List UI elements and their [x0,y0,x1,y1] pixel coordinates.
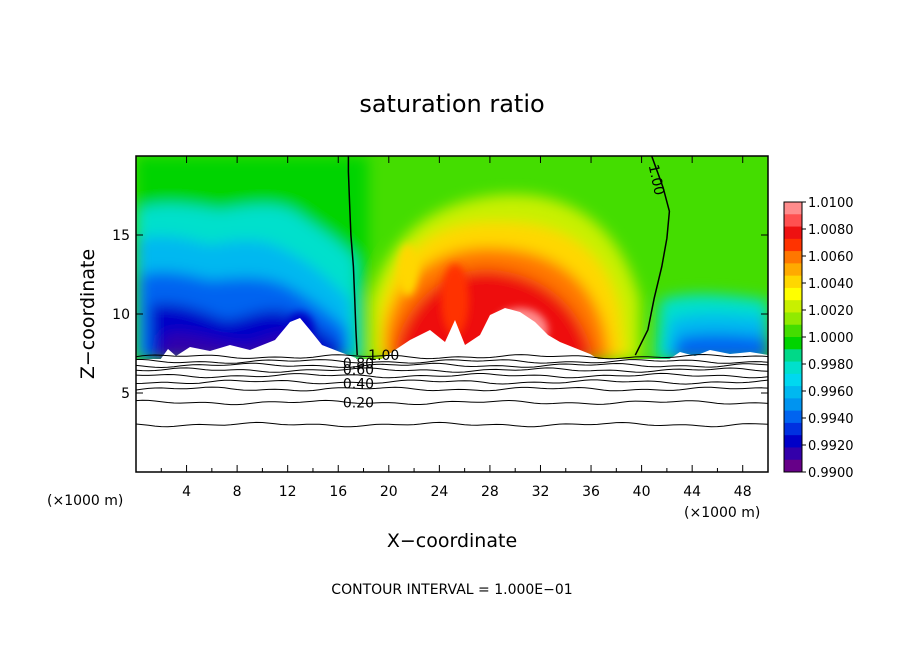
x-tick-label: 28 [481,484,499,500]
x-tick-label: 4 [182,484,191,500]
saturation-contour-1-00 [634,156,671,356]
colorbar-tick-label: 0.9940 [808,412,854,427]
colorbar-band [784,410,802,424]
contour-interval-note: CONTOUR INTERVAL = 1.000E−01 [331,582,572,598]
y-tick-label: 10 [112,307,130,323]
colorbar-band [784,349,802,363]
x-tick-label: 24 [430,484,448,500]
colorbar: 1.0100 1.0080 1.0060 1.0040 1.0020 1.0000 0.99… [783,196,854,481]
contour-line [136,386,768,392]
contour-line [136,367,768,373]
contour-label: 1.00 [368,348,399,364]
colorbar-band [784,386,802,399]
colorbar-tick-label: 0.9960 [808,385,854,400]
colorbar-band [784,337,802,350]
colorbar-band [784,251,802,264]
colorbar-tick-label: 1.0060 [808,250,854,265]
colorbar-band [784,312,802,326]
contour-label: 0.80 [343,356,374,372]
contour-line [136,362,768,369]
x-tick-label: 48 [734,484,752,500]
contour-line [136,372,768,379]
contour-label: 1.00 [645,163,667,197]
contour-line [136,399,768,406]
colorbar-tick-label: 1.0040 [808,277,854,292]
colorbar-tick-label: 1.0100 [808,196,854,211]
colorbar-tick-label: 0.9920 [808,439,854,454]
y-axis-label: Z−coordinate [77,249,99,379]
x-tick-label: 16 [329,484,347,500]
contour-line [136,379,768,385]
colorbar-band [784,422,802,436]
colorbar-tick-label: 1.0000 [808,331,854,346]
colorbar-band [784,459,802,473]
chart-title: saturation ratio [359,90,544,118]
colorbar-band [784,300,802,313]
x-tick-label: 20 [380,484,398,500]
x-axis-label: X−coordinate [387,530,517,552]
colorbar-band [784,373,802,387]
colorbar-band [784,435,802,448]
x-tick-label: 36 [582,484,600,500]
contour-label: 0.40 [343,377,374,393]
x-unit-label-left: (×1000 m) [47,493,123,509]
contour-line [136,421,768,428]
colorbar-band [784,214,802,228]
y-axis-ticks: 5 10 15 [112,228,768,402]
colorbar-band [784,202,802,215]
x-axis-ticks: 4 8 12 16 20 24 28 32 36 40 44 48 [160,156,752,500]
y-tick-label: 5 [121,386,130,402]
colorbar-tick-label: 1.0080 [808,223,854,238]
colorbar-band [784,324,802,338]
x-tick-label: 8 [233,484,242,500]
colorbar-band [784,287,802,301]
contour-labels: 1.000.800.600.400.201.00 [343,163,667,411]
colorbar-tick-label: 0.9900 [808,466,854,481]
colorbar-tick-label: 1.0020 [808,304,854,319]
colorbar-tick-label: 0.9980 [808,358,854,373]
colorbar-band [784,263,802,277]
x-tick-label: 32 [532,484,550,500]
colorbar-band [784,361,802,375]
x-unit-label-right: (×1000 m) [684,505,760,521]
colorbar-band [784,226,802,240]
contour-label: 0.60 [343,362,374,378]
colorbar-band [784,447,802,461]
colorbar-band [784,398,802,412]
colorbar-band [784,238,802,252]
saturation-field [136,156,768,472]
contour-line [136,353,768,360]
y-tick-label: 15 [112,228,130,244]
contour-line [136,359,768,364]
x-tick-label: 44 [683,484,701,500]
contour-label: 0.20 [343,395,374,411]
contour-lines [136,156,768,428]
colorbar-band [784,275,802,289]
saturation-contour-1-00 [347,156,358,356]
x-tick-label: 12 [279,484,297,500]
x-tick-label: 40 [633,484,651,500]
